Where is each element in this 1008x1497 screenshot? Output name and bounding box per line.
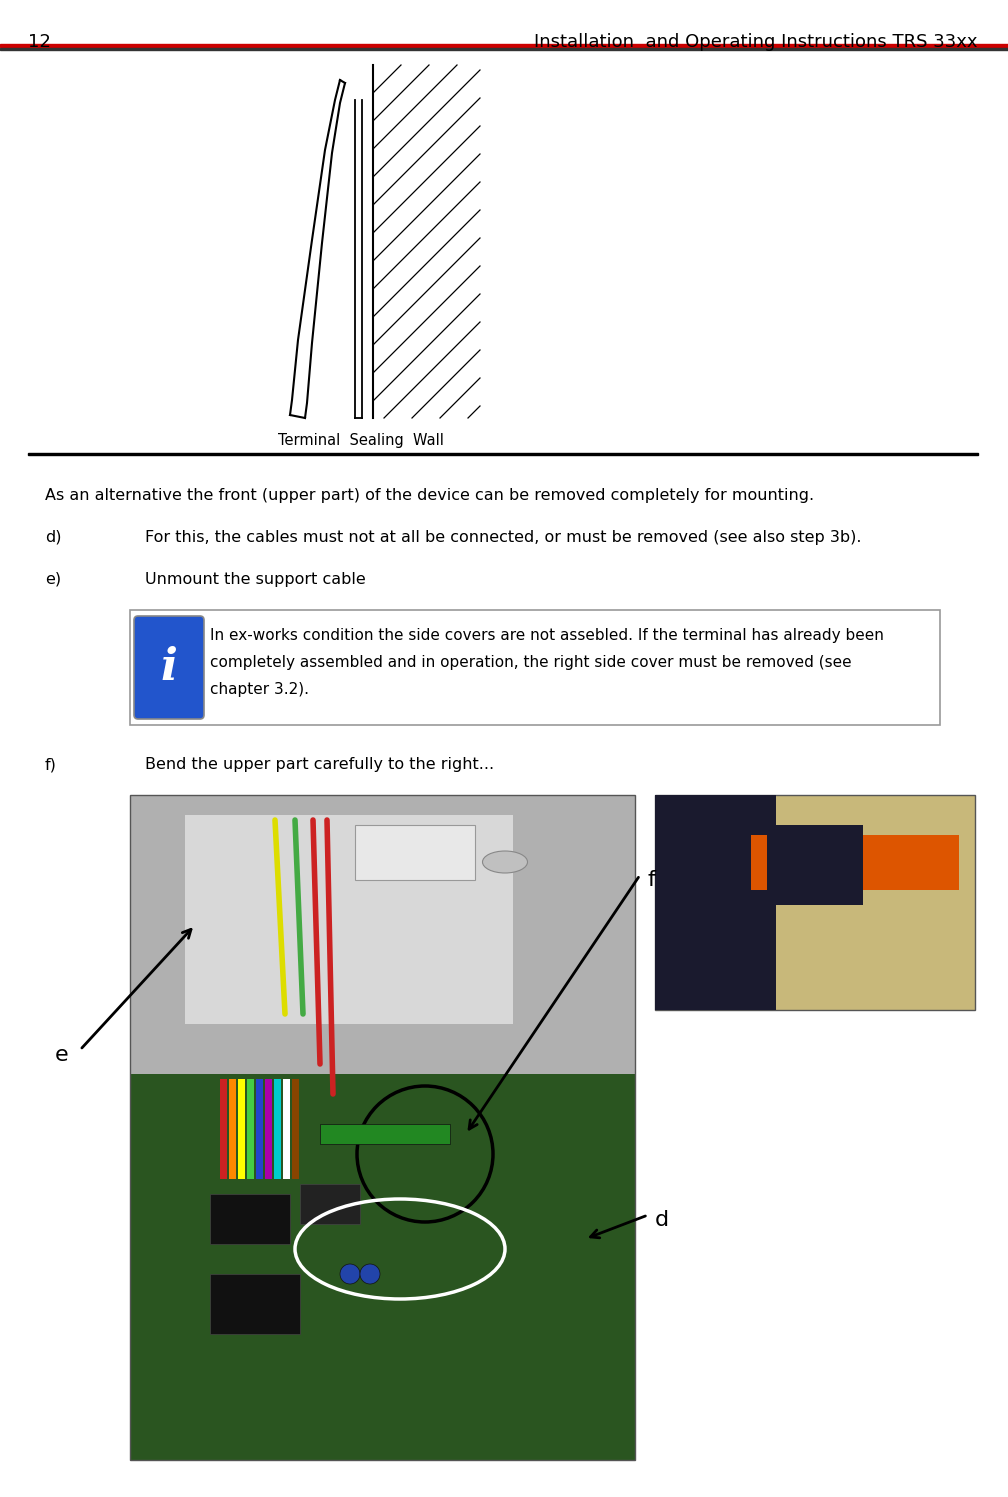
- Text: Terminal  Sealing  Wall: Terminal Sealing Wall: [278, 433, 444, 448]
- Text: d: d: [655, 1210, 669, 1231]
- Text: f: f: [648, 870, 656, 891]
- Text: e): e): [45, 572, 61, 587]
- Bar: [655, 795, 975, 1010]
- Text: d): d): [45, 530, 61, 545]
- Bar: [355, 825, 475, 880]
- Bar: [300, 1184, 360, 1225]
- Bar: [229, 1079, 236, 1180]
- Bar: [210, 1195, 290, 1244]
- Bar: [130, 795, 635, 1460]
- Text: For this, the cables must not at all be connected, or must be removed (see also : For this, the cables must not at all be …: [145, 530, 862, 545]
- Bar: [283, 1079, 290, 1180]
- Text: 12: 12: [28, 33, 50, 51]
- Bar: [256, 1079, 263, 1180]
- Bar: [320, 1124, 450, 1144]
- Text: f): f): [45, 757, 56, 772]
- Text: As an alternative the front (upper part) of the device can be removed completely: As an alternative the front (upper part)…: [45, 488, 814, 503]
- Text: completely assembled and in operation, the right side cover must be removed (see: completely assembled and in operation, t…: [210, 656, 852, 671]
- Bar: [767, 825, 863, 906]
- Bar: [655, 795, 776, 1010]
- Circle shape: [360, 1263, 380, 1284]
- Bar: [292, 1079, 299, 1180]
- Text: e: e: [55, 1045, 69, 1064]
- Bar: [247, 1079, 254, 1180]
- Text: Unmount the support cable: Unmount the support cable: [145, 572, 366, 587]
- Circle shape: [340, 1263, 360, 1284]
- Text: i: i: [160, 647, 177, 689]
- Bar: [130, 795, 635, 1073]
- Bar: [130, 1073, 635, 1460]
- FancyBboxPatch shape: [134, 615, 204, 719]
- Bar: [130, 795, 635, 1460]
- Bar: [130, 609, 940, 725]
- Text: chapter 3.2).: chapter 3.2).: [210, 683, 309, 698]
- Bar: [220, 1079, 227, 1180]
- Bar: [751, 835, 959, 891]
- Bar: [185, 814, 513, 1024]
- Bar: [238, 1079, 245, 1180]
- Text: Installation  and Operating Instructions TRS 33xx: Installation and Operating Instructions …: [534, 33, 978, 51]
- Text: In ex-works condition the side covers are not assebled. If the terminal has alre: In ex-works condition the side covers ar…: [210, 629, 884, 644]
- Text: Bend the upper part carefully to the right...: Bend the upper part carefully to the rig…: [145, 757, 494, 772]
- Bar: [0, 48, 1008, 49]
- Bar: [0, 43, 1008, 46]
- Ellipse shape: [483, 850, 527, 873]
- Bar: [28, 454, 978, 455]
- Bar: [274, 1079, 281, 1180]
- Bar: [210, 1274, 300, 1334]
- Bar: [265, 1079, 272, 1180]
